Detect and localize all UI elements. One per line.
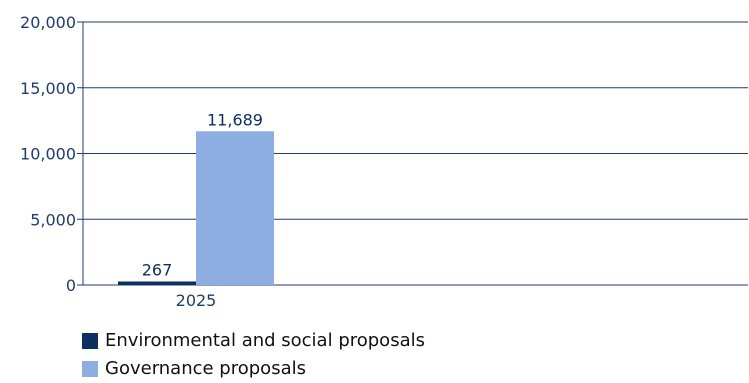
legend-item-governance: Governance proposals [82,355,425,383]
y-tick-label-3: 15,000 [20,79,76,98]
y-tick-label-1: 5,000 [30,210,76,229]
legend-swatch-environmental-social [82,333,98,349]
x-tick-label-0: 2025 [176,291,217,310]
y-axis-ticks: 0 5,000 10,000 15,000 20,000 [20,13,84,295]
y-tick-label-4: 20,000 [20,13,76,32]
y-tick-label-2: 10,000 [20,145,76,164]
x-axis-ticks: 2025 [176,291,217,310]
data-labels: 267 11,689 [142,110,263,279]
legend-label-governance: Governance proposals [105,358,306,379]
legend-item-environmental-social: Environmental and social proposals [82,327,425,355]
bar-environmental-social-2025 [118,281,196,285]
legend-label-environmental-social: Environmental and social proposals [105,330,425,351]
data-label-governance: 11,689 [207,110,263,129]
gridlines [83,21,748,286]
legend-swatch-governance [82,361,98,377]
bars [118,131,274,285]
bar-governance-2025 [196,131,274,285]
data-label-environmental-social: 267 [142,260,173,279]
y-tick-label-0: 0 [66,276,76,295]
bar-chart: 0 5,000 10,000 15,000 20,000 2025 267 11,689 [20,13,748,310]
legend: Environmental and social proposals Gover… [82,327,425,383]
